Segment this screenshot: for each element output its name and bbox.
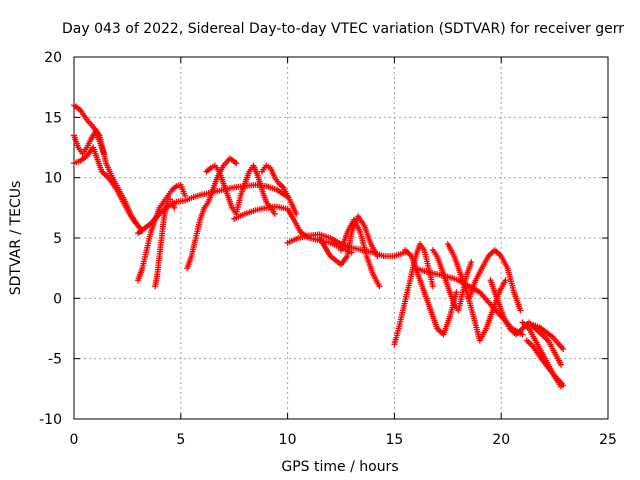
y-tick-label: 5 xyxy=(53,231,62,247)
y-tick-label: -5 xyxy=(48,352,62,368)
y-tick-label: -10 xyxy=(39,412,62,428)
tick-marks xyxy=(73,56,609,420)
x-tick-label: 25 xyxy=(599,432,617,448)
data-point xyxy=(293,210,300,217)
y-tick-labels: -10 -5 0 5 10 15 20 xyxy=(39,50,62,428)
y-tick-label: 15 xyxy=(44,110,62,126)
data-point xyxy=(171,204,178,211)
data-point xyxy=(271,210,278,217)
data-point xyxy=(560,346,567,353)
data-points xyxy=(71,102,567,390)
data-point xyxy=(100,150,107,157)
data-point xyxy=(182,192,189,199)
x-tick-label: 10 xyxy=(279,432,297,448)
x-tick-label: 5 xyxy=(176,432,185,448)
x-axis-label: GPS time / hours xyxy=(281,459,398,475)
data-point xyxy=(132,220,139,227)
data-point xyxy=(502,277,509,284)
x-tick-label: 0 xyxy=(70,432,79,448)
x-tick-label: 20 xyxy=(492,432,510,448)
y-tick-label: 10 xyxy=(44,171,62,187)
chart-title: Day 043 of 2022, Sidereal Day-to-day VTE… xyxy=(62,21,624,37)
data-point xyxy=(233,160,240,167)
data-point xyxy=(374,253,381,260)
y-tick-label: 20 xyxy=(44,50,62,66)
data-point xyxy=(376,283,383,290)
y-tick-label: 0 xyxy=(53,291,62,307)
grid-lines xyxy=(74,57,608,419)
data-point xyxy=(517,307,524,314)
x-tick-labels: 0 5 10 15 20 25 xyxy=(70,432,617,448)
y-axis-label: SDTVAR / TECUs xyxy=(8,181,24,296)
data-point xyxy=(429,283,436,290)
x-tick-label: 15 xyxy=(385,432,403,448)
data-point xyxy=(560,382,567,389)
data-point xyxy=(519,331,526,338)
data-point xyxy=(558,361,565,368)
data-point xyxy=(468,259,475,266)
data-point xyxy=(453,289,460,296)
